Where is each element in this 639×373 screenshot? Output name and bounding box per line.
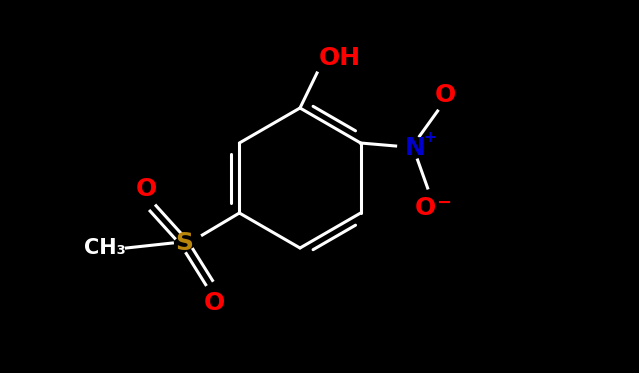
Text: N: N [405,136,426,160]
Text: CH₃: CH₃ [84,238,125,258]
Text: +: + [423,131,436,145]
Text: S: S [175,231,194,255]
Text: O: O [204,291,225,315]
Text: O: O [415,196,436,220]
Text: OH: OH [319,46,361,70]
Text: O: O [135,177,157,201]
Text: −: − [436,194,451,212]
Text: O: O [435,83,456,107]
